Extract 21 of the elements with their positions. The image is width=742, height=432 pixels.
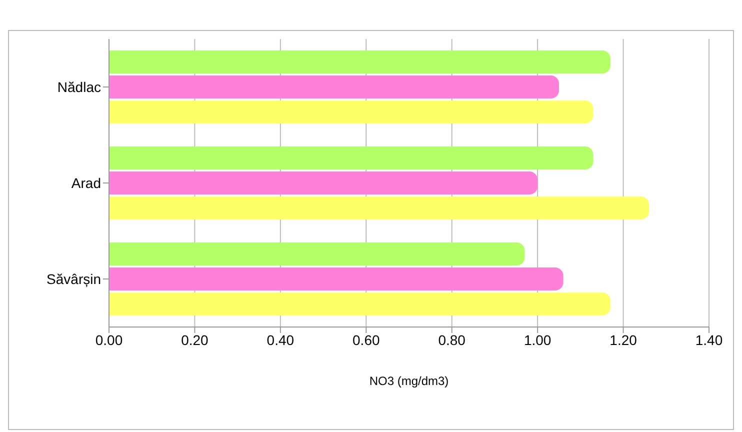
bar xyxy=(109,172,538,195)
y-tick-label: Nădlac xyxy=(57,78,101,95)
x-tick-label: 0.00 xyxy=(95,332,123,348)
y-tick-label: Arad xyxy=(71,174,101,191)
y-tick-label: Săvârșin xyxy=(46,270,101,287)
bar xyxy=(109,196,649,220)
bar xyxy=(109,76,559,99)
x-tick-label: 1.20 xyxy=(610,332,638,348)
x-tick-label: 1.40 xyxy=(695,332,723,348)
x-tick-label: 0.20 xyxy=(181,332,209,348)
bar xyxy=(109,292,610,316)
bar xyxy=(109,242,525,266)
bar xyxy=(109,146,594,170)
x-tick-label: 1.00 xyxy=(524,332,552,348)
bar xyxy=(109,268,564,291)
x-tick-label: 0.40 xyxy=(266,332,294,348)
bar xyxy=(109,50,610,74)
x-tick-label: 0.80 xyxy=(438,332,466,348)
x-axis-title: NO3 (mg/dm3) xyxy=(369,374,449,388)
bar xyxy=(109,100,594,124)
x-tick-label: 0.60 xyxy=(352,332,380,348)
